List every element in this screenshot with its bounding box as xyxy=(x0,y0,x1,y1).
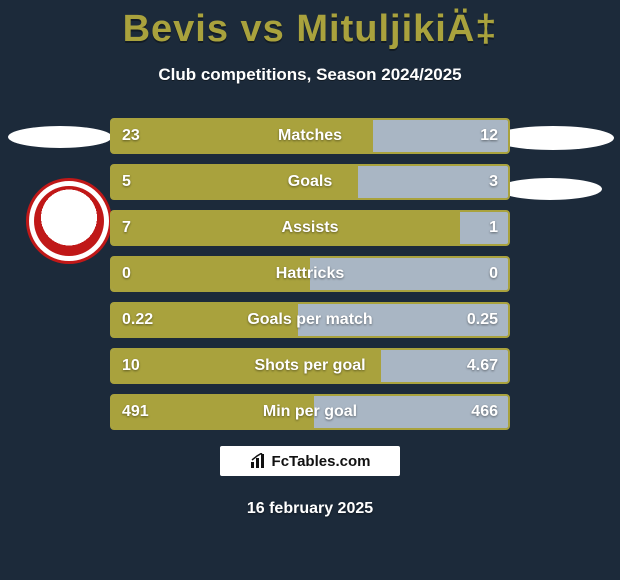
stat-left-value: 0.22 xyxy=(122,311,153,329)
page-title: Bevis vs MituljikiÄ‡ xyxy=(0,0,620,51)
stat-right-value: 0.25 xyxy=(467,311,498,329)
stat-right-value: 12 xyxy=(480,127,498,145)
player-photo-left-placeholder xyxy=(8,126,112,148)
stat-left-value: 10 xyxy=(122,357,140,375)
brand-footer[interactable]: FcTables.com xyxy=(220,446,400,476)
stat-label: Goals per match xyxy=(247,311,372,329)
stat-label: Assists xyxy=(282,219,339,237)
bar-chart-icon xyxy=(250,453,268,469)
stat-label: Min per goal xyxy=(263,403,357,421)
page-subtitle: Club competitions, Season 2024/2025 xyxy=(0,65,620,85)
stat-right-value: 0 xyxy=(489,265,498,283)
stat-row: 0.22 Goals per match 0.25 xyxy=(110,302,510,338)
stat-left-value: 7 xyxy=(122,219,131,237)
stat-left-value: 0 xyxy=(122,265,131,283)
stat-right-value: 466 xyxy=(471,403,498,421)
club-badge-inner xyxy=(34,186,104,256)
stat-row: 7 Assists 1 xyxy=(110,210,510,246)
stat-label: Matches xyxy=(278,127,342,145)
stat-row: 491 Min per goal 466 xyxy=(110,394,510,430)
comparison-chart: 23Matches125Goals37Assists10Hattricks00.… xyxy=(110,118,510,440)
stat-row: 0 Hattricks 0 xyxy=(110,256,510,292)
stat-left-value: 491 xyxy=(122,403,149,421)
stat-row: 5 Goals 3 xyxy=(110,164,510,200)
footer-date: 16 february 2025 xyxy=(247,500,373,518)
stat-label: Goals xyxy=(288,173,332,191)
stat-right-value: 4.67 xyxy=(467,357,498,375)
stat-left-value: 5 xyxy=(122,173,131,191)
player-photo-right-placeholder xyxy=(492,126,614,150)
stat-row: 10 Shots per goal 4.67 xyxy=(110,348,510,384)
stat-row: 23 Matches 12 xyxy=(110,118,510,154)
stat-label: Shots per goal xyxy=(254,357,365,375)
stat-right-value: 3 xyxy=(489,173,498,191)
stat-right-value: 1 xyxy=(489,219,498,237)
stat-left-value: 23 xyxy=(122,127,140,145)
brand-label: FcTables.com xyxy=(272,453,371,470)
stat-label: Hattricks xyxy=(276,265,344,283)
club-logo-right-placeholder xyxy=(498,178,602,200)
club-badge-left xyxy=(26,178,112,264)
